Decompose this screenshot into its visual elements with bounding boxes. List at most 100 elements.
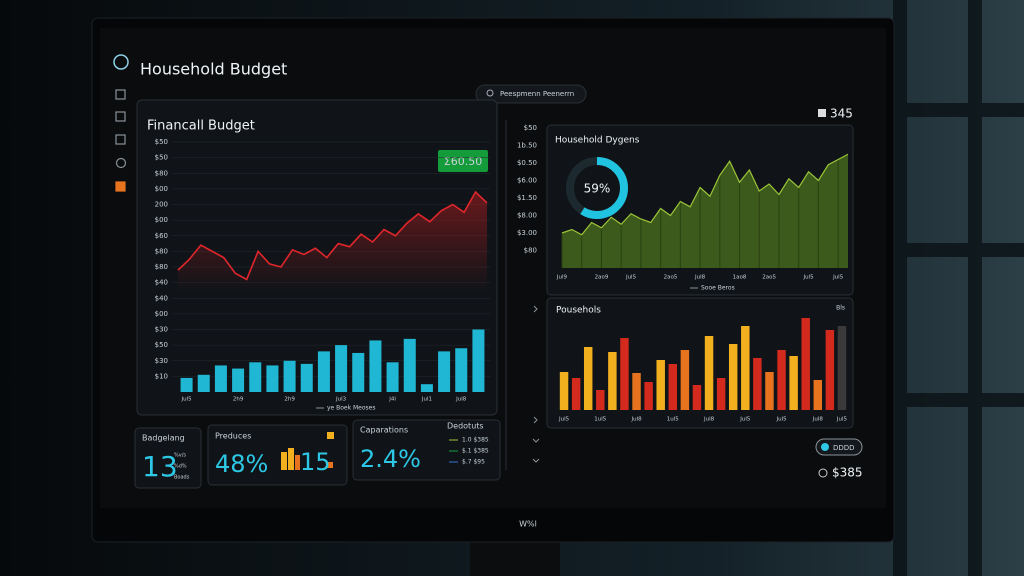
card — [207, 424, 348, 486]
y-tick-label: $00 — [155, 185, 168, 193]
x-tick-label: 2ao5 — [762, 275, 776, 281]
bar — [680, 350, 690, 410]
bar — [472, 329, 485, 392]
badge — [438, 150, 488, 172]
search-box[interactable] — [475, 84, 587, 104]
bar — [837, 326, 847, 410]
bar — [825, 330, 835, 410]
bar — [789, 356, 798, 410]
line — [177, 190, 488, 281]
window-frame — [880, 0, 1024, 576]
line-glow — [178, 192, 487, 292]
x-tick-label: Jul8 — [630, 417, 642, 423]
x-tick-label: Jul5 — [739, 417, 751, 423]
bar — [716, 378, 726, 410]
x-tick-label: Jul1 — [421, 397, 432, 403]
y-tick-label: $3.00 — [517, 229, 537, 237]
bar — [596, 390, 605, 410]
nav-icon[interactable] — [115, 181, 126, 192]
y-tick-label: $30 — [155, 357, 168, 365]
x-tick-label: 2ao5 — [664, 275, 678, 281]
card-note: %d% — [174, 464, 187, 470]
chevron[interactable] — [533, 416, 538, 424]
bar — [728, 344, 738, 410]
card-title: Caparations — [360, 426, 408, 435]
total-icon — [818, 468, 828, 478]
card-extra: 15 — [300, 448, 331, 476]
x-tick-label: Jul5 — [802, 275, 814, 281]
y-tick-label: $60 — [155, 232, 168, 240]
list-item: $.7 $95 — [462, 459, 485, 466]
count: 345 — [830, 107, 853, 121]
y-tick-label: $10 — [155, 372, 168, 380]
y-tick-label: $80 — [155, 247, 168, 255]
nav-icon[interactable] — [115, 134, 126, 145]
bar — [386, 362, 399, 392]
card-title: Badgelang — [142, 434, 185, 443]
y-tick-label: $80 — [524, 247, 537, 255]
card-value: 48% — [215, 450, 268, 478]
y-tick-label: $00 — [155, 216, 168, 224]
bar — [765, 372, 774, 410]
card — [352, 419, 501, 481]
x-tick-label: 1ao8 — [733, 275, 747, 281]
x-tick-label: Jul3 — [335, 397, 347, 403]
card-note: Boads — [174, 475, 190, 481]
bar — [335, 345, 348, 392]
bar — [455, 348, 468, 392]
y-tick-label: 200 — [155, 201, 168, 209]
toggle-text: DDDD — [833, 444, 855, 452]
x-tick-label: Jul9 — [556, 275, 568, 281]
x-tick-label: 1ul5 — [594, 417, 607, 423]
bar — [777, 350, 786, 410]
bar — [741, 326, 750, 410]
bar — [197, 374, 210, 392]
sidebar — [115, 89, 127, 192]
search-text: Peespmenn Peenerrn — [500, 90, 574, 98]
logo — [113, 54, 129, 70]
panel-title: Pousehols — [556, 306, 601, 316]
bar — [180, 377, 193, 392]
nav-icon[interactable] — [115, 89, 126, 100]
app-title: Household Budget — [140, 60, 287, 79]
card-icon — [281, 432, 334, 470]
area-line — [561, 153, 849, 236]
bar — [571, 378, 581, 410]
list-item: $.1 $385 — [462, 448, 489, 455]
y-tick-label: $80 — [155, 263, 168, 271]
x-tick-label: Jul5 — [625, 275, 637, 281]
y-tick-label: $80 — [155, 169, 168, 177]
y-tick-label: $50 — [524, 124, 537, 132]
bar — [608, 352, 617, 410]
y-tick-label: $50 — [155, 154, 168, 162]
toggle[interactable] — [815, 438, 863, 456]
bar — [632, 373, 641, 410]
chevron[interactable] — [532, 458, 540, 463]
bar — [266, 365, 279, 392]
y-tick-label: 1b.50 — [517, 142, 537, 150]
x-tick-label: Jul5 — [775, 417, 787, 423]
y-tick-label: $40 — [155, 279, 168, 287]
x-tick-label: Jul8 — [703, 417, 715, 423]
nav-icon[interactable] — [115, 111, 126, 122]
bar — [692, 385, 702, 410]
total: $385 — [832, 466, 863, 480]
bar — [801, 318, 810, 410]
area — [562, 154, 848, 268]
search-icon — [486, 89, 494, 97]
bar — [352, 352, 365, 392]
bar — [232, 368, 245, 392]
chevron[interactable] — [532, 438, 540, 443]
bar — [753, 358, 762, 410]
x-tick-label: Jul8 — [812, 417, 824, 423]
nav-icon[interactable] — [115, 157, 127, 169]
chevron[interactable] — [533, 305, 538, 313]
bar — [583, 347, 593, 410]
list-item: 1.0 $385 — [462, 437, 489, 444]
x-tick-label: Jul5 — [558, 417, 570, 423]
badge-text: Σ60.50 — [444, 155, 482, 168]
brand: W%l — [519, 520, 537, 529]
bar — [283, 360, 296, 392]
bar — [704, 336, 714, 410]
